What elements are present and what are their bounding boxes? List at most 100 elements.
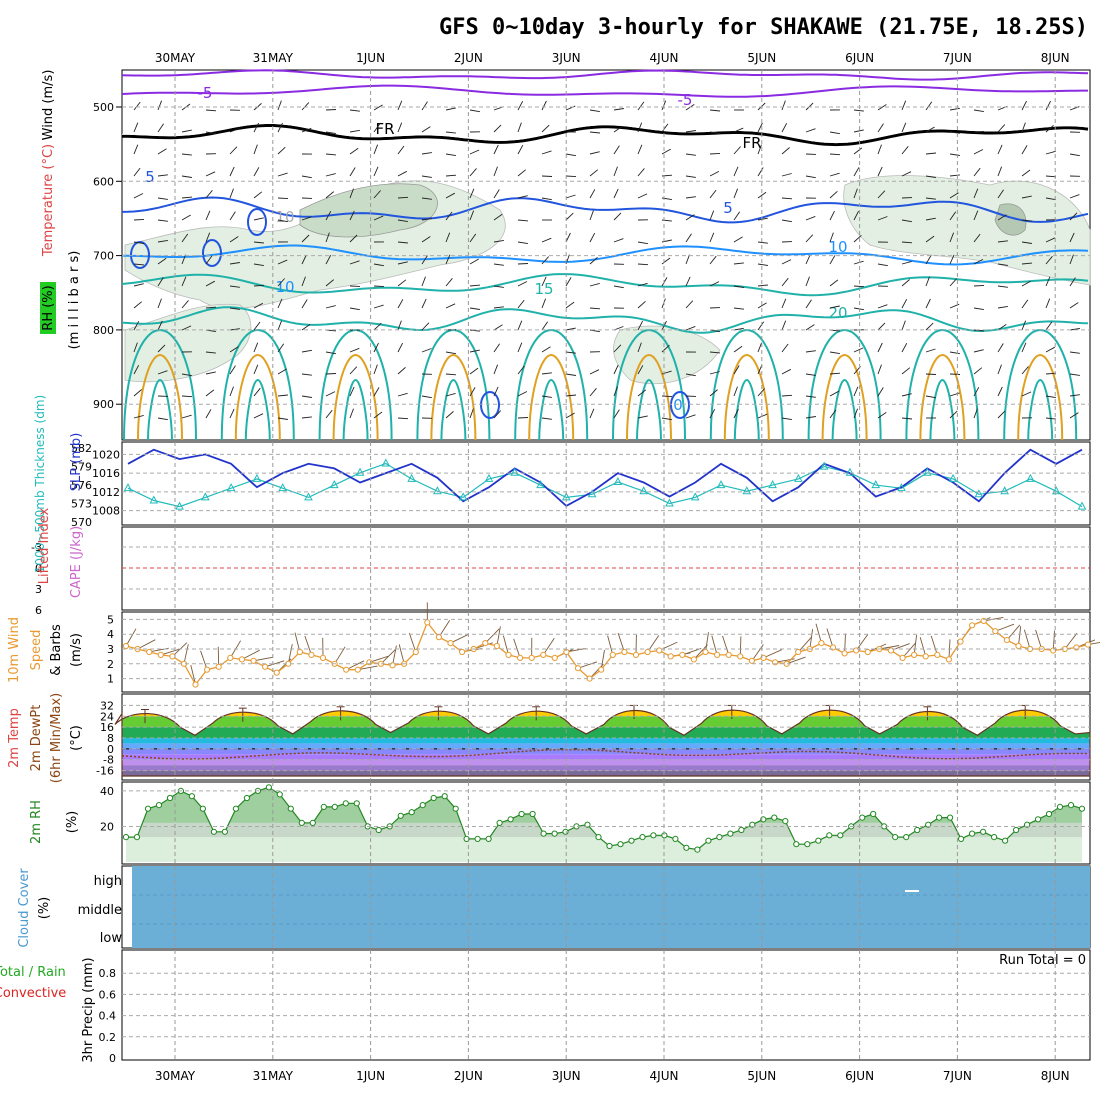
contour-column [1017, 353, 1064, 441]
rh-panel [122, 784, 1086, 862]
wind-barb [205, 255, 213, 265]
wind-speed-point [435, 634, 442, 641]
contour-freezing-inner [121, 122, 1089, 144]
wind-barb [925, 235, 935, 243]
thickness-point [794, 473, 803, 482]
wind-barb [301, 127, 312, 133]
wind-barb [397, 299, 404, 309]
wind-barb [133, 144, 139, 155]
rh-point [892, 834, 899, 841]
wind-barb [805, 350, 816, 353]
rh-point [727, 830, 734, 837]
wind-barb [685, 300, 694, 309]
contour-column [430, 353, 477, 441]
wind-barb [613, 285, 624, 289]
wind-barb [733, 345, 743, 353]
wind-barb [613, 364, 619, 375]
thickness-point [639, 486, 649, 495]
wind-barb [661, 239, 672, 243]
wind-barb [301, 395, 312, 398]
wind-speed-point [737, 653, 744, 660]
wind-barb [1045, 321, 1053, 331]
panel-frame-rh [121, 781, 1091, 865]
wind-barb [229, 365, 236, 375]
wind-barb [997, 285, 1008, 288]
wind-barb [133, 414, 144, 419]
label-wind-speed: Speed [29, 630, 44, 671]
wind-speed-point [795, 648, 802, 656]
wind-barb [517, 365, 525, 375]
surface-wind-barb [264, 660, 285, 668]
contour-label: 15 [534, 280, 553, 298]
date-label-bottom: 30MAY [155, 1069, 196, 1083]
contour-column [538, 378, 565, 441]
wind-barb [541, 321, 548, 331]
wind-barb [253, 263, 264, 267]
contour-minus10 [121, 69, 1089, 81]
wind-barb [1069, 194, 1080, 199]
wind-barb [205, 306, 217, 309]
wind-speed-point [911, 651, 918, 659]
wind-barb [589, 151, 600, 155]
wind-barb [1045, 197, 1056, 201]
contour-column [807, 328, 882, 441]
wind-barb [325, 279, 334, 287]
wind-barb [325, 109, 337, 111]
wind-barb [517, 417, 529, 419]
precip-tick-label: 0.2 [99, 1031, 117, 1044]
wind-speed-point [632, 651, 640, 659]
wind-barb [733, 236, 743, 243]
rh-tick-label: 20 [100, 820, 114, 833]
thickness-tick-label: 582 [71, 442, 92, 455]
wind-barb [709, 189, 717, 199]
rh-point [529, 810, 536, 818]
wind-barb [949, 373, 961, 375]
wind-barb [949, 192, 959, 199]
thickness-point [329, 480, 339, 489]
wind-barb [853, 210, 859, 221]
surface-wind-barb [693, 644, 708, 660]
wind-barb [445, 351, 456, 355]
rh-point [287, 805, 294, 812]
rh-point [595, 834, 602, 841]
temp-curve [114, 709, 1091, 777]
wind-barb [349, 347, 360, 353]
label-3hr-precip: 3hr Precip (mm) [81, 957, 96, 1062]
wind-speed-point [934, 651, 941, 659]
wind-speed-point [319, 654, 327, 662]
wind-barb [661, 219, 672, 222]
label-wind-units: (m/s) [69, 633, 84, 667]
rh-shading [124, 180, 506, 309]
wind-barb [157, 277, 164, 287]
wind-barb [445, 174, 457, 177]
rh-point [331, 803, 338, 811]
wind-barb [373, 411, 383, 419]
wind-barb [373, 123, 381, 133]
wind-barb [925, 395, 936, 399]
wind-barb [517, 195, 528, 199]
wind-barb [229, 146, 238, 155]
wind-speed-point [725, 651, 732, 659]
wind-barb [349, 129, 360, 133]
wind-barb [205, 409, 212, 419]
chart-title: GFS 0~10day 3-hourly for SHAKAWE (21.75E… [439, 15, 1088, 40]
wind-barb [181, 175, 192, 178]
wind-barb [397, 417, 409, 420]
wind-barb [445, 153, 456, 157]
wind-barb [541, 298, 547, 309]
contour-column [514, 328, 589, 441]
wind-barb [517, 320, 523, 331]
slp-tick-label: 1012 [92, 486, 120, 499]
surface-wind-barb [502, 635, 509, 656]
wind-barb [565, 373, 576, 376]
rh-point [375, 826, 382, 834]
wind-barb [349, 408, 354, 419]
wind-barb [493, 124, 502, 133]
wind-tick-label: 4 [107, 628, 114, 641]
wind-barb [1069, 277, 1076, 287]
wind-speed-point [621, 648, 628, 656]
wind-barb [829, 190, 838, 199]
rh-point [485, 835, 492, 843]
wind-barb [757, 217, 768, 221]
label-slp: SLP (mb) [69, 433, 84, 492]
